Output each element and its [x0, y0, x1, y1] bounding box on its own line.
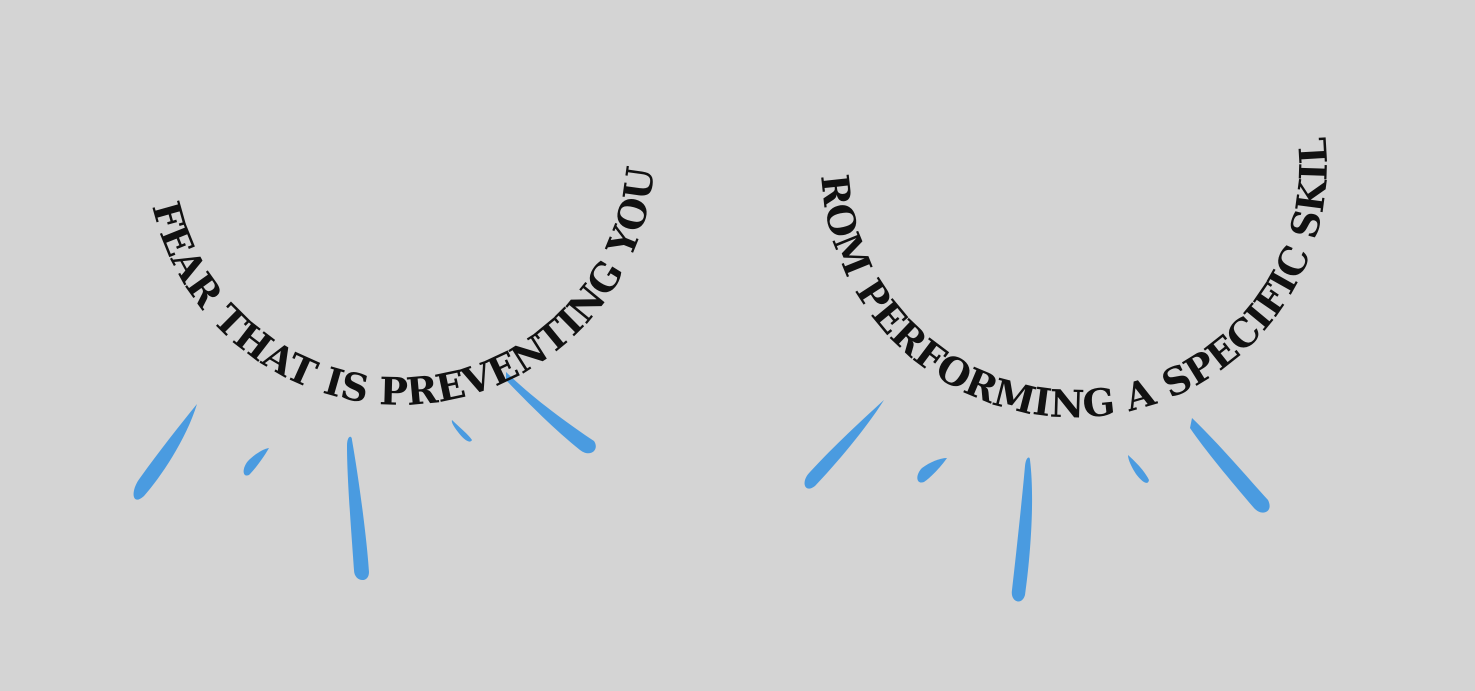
- right-arc-text: FROM PERFORMING A SPECIFIC SKILL: [0, 0, 1336, 427]
- tear-drop-icon: [1128, 455, 1149, 483]
- right-arc-label: FROM PERFORMING A SPECIFIC SKILL: [0, 0, 1336, 427]
- tear-drop-icon: [917, 458, 947, 483]
- right-tears: [804, 400, 1270, 602]
- tear-drop-icon: [506, 372, 596, 454]
- left-arc-label: A FEAR THAT IS PREVENTING YOU: [0, 0, 663, 414]
- tear-drop-icon: [243, 448, 269, 476]
- tear-drop-icon: [804, 400, 884, 489]
- left-eye: A FEAR THAT IS PREVENTING YOU: [0, 0, 663, 581]
- tear-drop-icon: [133, 404, 197, 500]
- tear-drop-icon: [451, 420, 472, 442]
- tear-drop-icon: [347, 436, 369, 581]
- left-arc-text: A FEAR THAT IS PREVENTING YOU: [0, 0, 663, 414]
- tear-drop-icon: [1011, 457, 1033, 602]
- left-tears: [133, 372, 596, 581]
- tear-drop-icon: [1190, 418, 1270, 513]
